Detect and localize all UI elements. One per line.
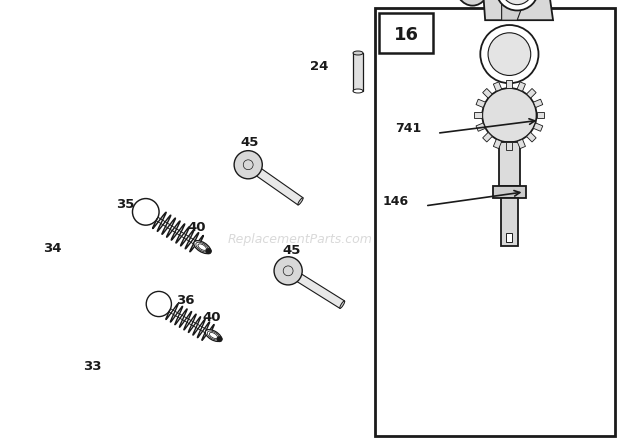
Bar (501, 198, 518, 246)
Circle shape (496, 0, 539, 11)
Bar (493, 186, 526, 198)
Ellipse shape (298, 198, 303, 205)
Circle shape (146, 292, 171, 317)
Polygon shape (247, 162, 303, 205)
Polygon shape (533, 123, 542, 131)
Polygon shape (482, 89, 492, 98)
Polygon shape (526, 132, 536, 142)
Polygon shape (494, 82, 502, 91)
Text: 45: 45 (283, 243, 301, 257)
Circle shape (488, 33, 531, 75)
Polygon shape (480, 0, 553, 20)
Polygon shape (476, 123, 485, 131)
Ellipse shape (454, 0, 491, 6)
Text: 33: 33 (82, 359, 101, 373)
Text: 40: 40 (202, 311, 221, 324)
Polygon shape (494, 139, 502, 149)
Circle shape (502, 0, 533, 5)
Ellipse shape (340, 301, 345, 308)
Text: ReplacementParts.com: ReplacementParts.com (228, 233, 373, 247)
Text: 24: 24 (309, 60, 328, 72)
Text: 40: 40 (188, 220, 206, 234)
Bar (498, 142, 520, 186)
Ellipse shape (353, 51, 363, 55)
Polygon shape (533, 99, 542, 108)
Text: 45: 45 (241, 135, 259, 149)
Polygon shape (507, 80, 512, 88)
Text: 741: 741 (395, 122, 421, 135)
Polygon shape (517, 82, 526, 91)
Polygon shape (474, 112, 482, 118)
Polygon shape (476, 99, 485, 108)
Polygon shape (536, 112, 544, 118)
Text: 146: 146 (383, 195, 409, 208)
Text: 36: 36 (175, 294, 194, 306)
Circle shape (133, 198, 159, 225)
Bar (375, 8, 615, 436)
Circle shape (482, 88, 536, 142)
Circle shape (206, 248, 211, 254)
Ellipse shape (193, 241, 211, 254)
Ellipse shape (353, 89, 363, 93)
Polygon shape (517, 139, 526, 149)
Circle shape (234, 151, 262, 179)
Polygon shape (526, 89, 536, 98)
Text: 34: 34 (43, 242, 61, 254)
Circle shape (217, 336, 223, 342)
Polygon shape (507, 142, 512, 150)
Text: 16: 16 (394, 26, 418, 44)
Bar (353, 53, 363, 91)
Text: 35: 35 (116, 198, 134, 212)
Polygon shape (288, 268, 345, 308)
Circle shape (274, 257, 302, 285)
Circle shape (480, 25, 539, 83)
Polygon shape (502, 0, 527, 20)
Ellipse shape (205, 329, 221, 341)
Polygon shape (482, 132, 492, 142)
Bar (379, 13, 433, 53)
Bar (507, 232, 512, 242)
